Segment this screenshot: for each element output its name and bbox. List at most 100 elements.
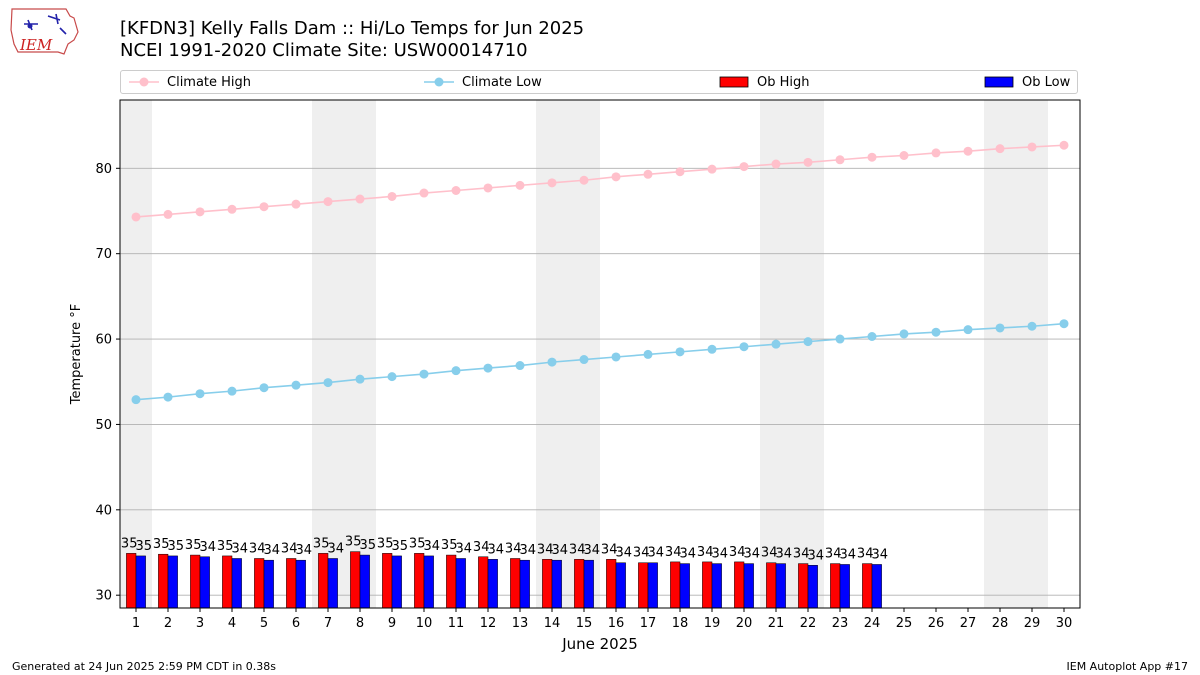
x-tick-label-6: 6	[292, 616, 300, 631]
ob-low-bar-14	[551, 559, 562, 609]
weekend-band-21	[760, 100, 792, 608]
climate-high-point-29	[1027, 142, 1037, 152]
climate-high-point-10	[419, 188, 429, 198]
climate-high-point-3	[195, 207, 205, 217]
climate-high-point-23	[835, 155, 845, 165]
weekend-band-29	[1016, 100, 1048, 608]
ob-low-label-9: 35	[392, 539, 409, 554]
ob-low-label-21: 34	[776, 547, 793, 562]
climate-low-point-8	[355, 374, 365, 384]
climate-low-point-27	[963, 325, 973, 335]
ob-high-bar-22	[798, 563, 809, 609]
chart-subtitle: NCEI 1991-2020 Climate Site: USW00014710	[120, 40, 528, 61]
ob-high-bar-10	[414, 553, 425, 609]
bar-labels: 35 35 35 35 34 34 35 35 35 35 35 34 34 34 34 34 34 34 34 34…	[121, 535, 888, 564]
logo-text: IEM	[19, 36, 53, 54]
climate-low-point-7	[323, 378, 333, 388]
x-tick-label-27: 27	[960, 616, 977, 631]
climate-high-point-22	[803, 157, 813, 167]
ob-high-label-19: 34	[697, 545, 714, 560]
weekend-bands	[120, 100, 1048, 608]
x-tick-label-10: 10	[416, 616, 433, 631]
weekend-band-7	[312, 100, 344, 608]
climate-high-point-14	[547, 178, 557, 188]
ob-low-label-24: 34	[872, 547, 889, 562]
ob-low-bar-20	[743, 563, 754, 609]
climate-low-point-15	[579, 355, 589, 365]
x-tick-label-2: 2	[164, 616, 172, 631]
x-axis: 1 2 3 4 5 6 7 8 9 10 11 12 13 14 15 16 17 18 19 20 21 22 23 24 2…	[132, 608, 1072, 631]
climate-high-point-9	[387, 191, 397, 201]
ob-high-bar-19	[702, 561, 713, 609]
x-tick-label-18: 18	[672, 616, 689, 631]
climate-high-point-19	[707, 164, 717, 174]
ob-low-bar-15	[583, 559, 594, 609]
ob-high-bar-23	[830, 563, 841, 609]
ob-low-bar-12	[487, 559, 498, 609]
legend-label-climate-high: Climate High	[167, 74, 252, 90]
ob-high-bar-13	[510, 558, 521, 609]
climate-low-point-13	[515, 361, 525, 371]
ob-low-bar-3	[199, 556, 210, 609]
ob-low-label-20: 34	[744, 547, 761, 562]
iem-logo: IEM	[8, 6, 80, 58]
ob-high-label-20: 34	[729, 545, 746, 560]
climate-high-line	[135, 144, 1065, 218]
x-tick-label-14: 14	[544, 616, 561, 631]
weekend-band-1	[120, 100, 152, 608]
ob-low-bar-18	[679, 563, 690, 609]
climate-high-point-4	[227, 204, 237, 214]
x-tick-label-23: 23	[832, 616, 849, 631]
climate-high-point-24	[867, 152, 877, 162]
ob-low-label-23: 34	[840, 547, 857, 562]
ob-bars	[126, 551, 882, 609]
climate-low-point-16	[611, 352, 621, 362]
climate-high-point-6	[291, 199, 301, 209]
x-tick-label-25: 25	[896, 616, 913, 631]
legend-label-ob-low: Ob Low	[1022, 74, 1071, 90]
legend-item-climate-low: Climate Low	[424, 71, 542, 93]
x-tick-label-13: 13	[512, 616, 529, 631]
ob-high-bar-5	[254, 558, 265, 609]
climate-low-point-1	[131, 395, 141, 405]
ob-low-bar-24	[871, 564, 882, 609]
ob-low-bar-8	[359, 554, 370, 609]
climate-low-point-25	[899, 329, 909, 339]
ob-high-bar-12	[478, 556, 489, 609]
climate-low-line	[135, 322, 1065, 401]
ob-high-bar-14	[542, 559, 553, 609]
ob-high-bar-9	[382, 553, 393, 609]
ob-high-label-15: 34	[569, 542, 586, 557]
ob-low-bar-2	[167, 555, 178, 609]
ob-high-label-6: 34	[281, 541, 298, 556]
ob-low-label-14: 34	[552, 543, 569, 558]
ob-high-label-17: 34	[633, 546, 650, 561]
legend-label-ob-high: Ob High	[757, 74, 810, 90]
climate-high-point-27	[963, 146, 973, 156]
ob-high-label-10: 35	[409, 536, 426, 551]
ob-low-bar-11	[455, 558, 466, 609]
ob-high-bar-1	[126, 553, 137, 609]
legend-item-ob-high: Ob High	[719, 71, 810, 93]
ob-high-label-9: 35	[377, 536, 394, 551]
ob-low-bar-1	[135, 555, 146, 609]
ob-high-label-12: 34	[473, 540, 490, 555]
climate-low-point-19	[707, 344, 717, 354]
ob-low-label-7: 34	[328, 541, 345, 556]
ob-low-label-15: 34	[584, 543, 601, 558]
x-tick-label-3: 3	[196, 616, 204, 631]
x-tick-label-26: 26	[928, 616, 945, 631]
climate-low-point-5	[259, 383, 269, 393]
x-tick-label-5: 5	[260, 616, 268, 631]
ob-low-bar-10	[423, 555, 434, 609]
ob-low-label-10: 34	[424, 539, 441, 554]
ob-high-label-13: 34	[505, 541, 522, 556]
climate-high-point-8	[355, 194, 365, 204]
y-tick-label-60: 60	[95, 333, 112, 348]
x-tick-label-8: 8	[356, 616, 364, 631]
ob-low-bar-23	[839, 564, 850, 609]
climate-low-point-26	[931, 327, 941, 337]
ob-high-label-1: 35	[121, 536, 138, 551]
climate-low-point-2	[163, 392, 173, 402]
